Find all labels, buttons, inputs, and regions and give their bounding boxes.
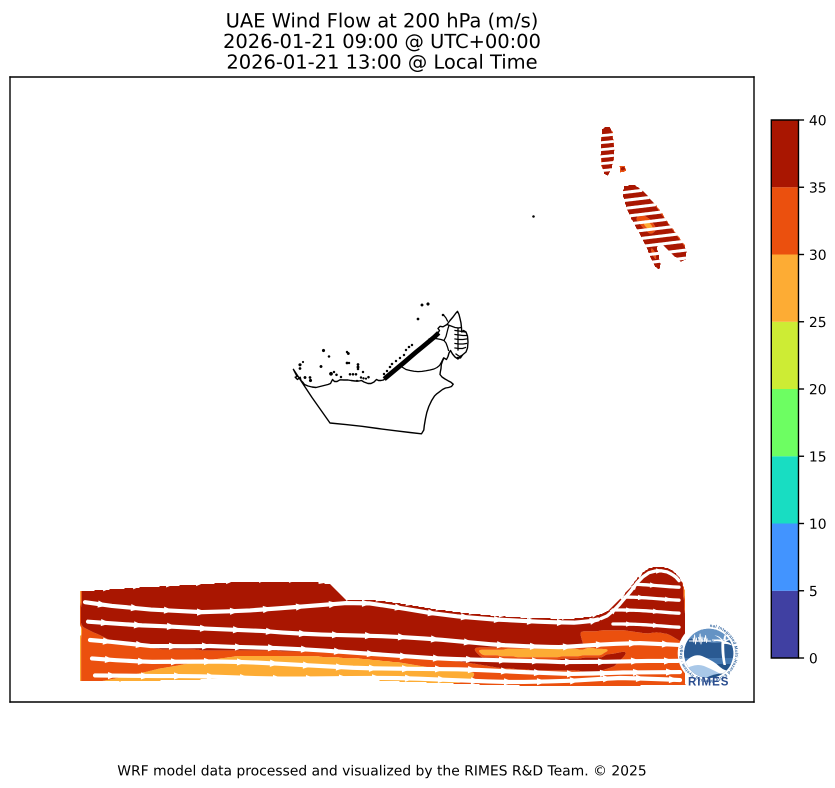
svg-text:RIMES: RIMES <box>688 677 729 689</box>
